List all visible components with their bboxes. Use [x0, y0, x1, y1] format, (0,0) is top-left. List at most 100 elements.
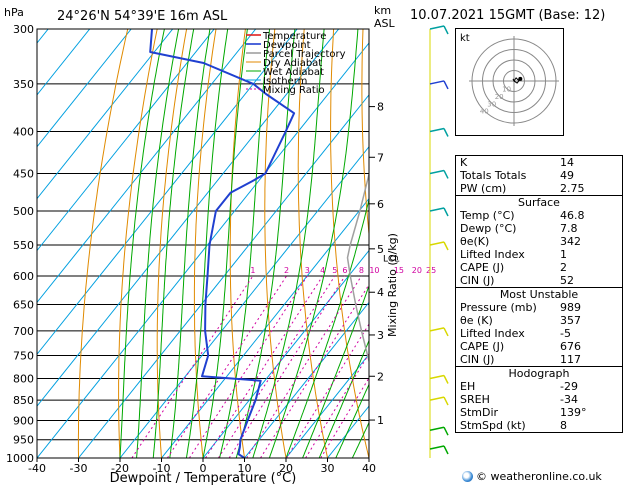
index-row: K 14 — [456, 156, 622, 169]
isotherm-line — [285, 353, 369, 458]
indices-panel: K 14 Totals Totals 49 PW (cm) 2.75 Surface … — [455, 155, 623, 433]
hodograph-row: StmSpd (kt) 8 — [456, 419, 622, 432]
pressure-tick-label: 950 — [13, 434, 34, 447]
hpa-label: hPa — [4, 6, 24, 19]
wet-adiabat-line — [285, 197, 369, 458]
hodograph-value: 139° — [560, 406, 587, 419]
wet-adiabat-line — [268, 29, 359, 458]
dry-adiabat-line — [361, 29, 369, 239]
unstable-value: 357 — [560, 314, 581, 327]
mixing-ratio-line — [166, 275, 287, 458]
legend-mixing-ratio: Mixing Ratio — [263, 85, 325, 96]
pressure-tick-label: 550 — [13, 239, 34, 252]
wind-barb — [429, 169, 445, 175]
wet-adiabat-line — [185, 29, 229, 458]
temp-tick-label: -20 — [111, 462, 129, 475]
unstable-row: Lifted Index -5 — [456, 327, 622, 340]
wind-barb-feather — [443, 25, 449, 35]
hodograph-ring-label: 10 — [502, 85, 511, 93]
mixing-ratio-labels: 1 2 3 4 5 6 8 10 15 20 25 — [250, 266, 436, 275]
hodograph-panel: kt 10 20 30 40 — [455, 28, 564, 136]
temp-tick-label: -40 — [28, 462, 46, 475]
wet-adiabat-line — [152, 29, 195, 458]
km-tick-label: 5 — [377, 243, 384, 256]
wind-barb-feather — [443, 426, 449, 436]
dry-adiabat-line — [297, 29, 328, 458]
isotherm-line — [37, 29, 132, 148]
copyright-text: © weatheronline.co.uk — [476, 470, 602, 483]
pressure-tick-label: 800 — [13, 372, 34, 385]
dry-adiabat-line — [156, 29, 188, 458]
pressure-tick-label: 650 — [13, 299, 34, 312]
hodograph-value: -29 — [560, 380, 578, 393]
surface-row: Lifted Index 1 — [456, 248, 622, 261]
pressure-tick-label: 400 — [13, 126, 34, 139]
index-label: Totals Totals — [460, 169, 527, 182]
wet-adiabat-line — [235, 29, 296, 458]
mixing-ratio-line — [217, 275, 336, 458]
legend-dry-adiabat: Dry Adiabat — [263, 58, 322, 69]
wet-adiabat-line — [219, 29, 271, 458]
hodograph-label: EH — [460, 380, 476, 393]
surface-value: 1 — [560, 248, 567, 261]
temp-tick-label: 30 — [321, 462, 335, 475]
mixing-ratio-label: 10 — [369, 266, 379, 275]
most-unstable-title: Most Unstable — [499, 288, 579, 301]
unstable-label: Pressure (mb) — [460, 301, 537, 314]
wet-adiabat-line — [136, 29, 180, 458]
wind-barb-feather — [443, 170, 449, 179]
unstable-label: Lifted Index — [460, 327, 525, 340]
wind-barb — [429, 80, 445, 85]
temp-tick-label: -30 — [70, 462, 88, 475]
mixing-ratio-line — [228, 275, 346, 458]
wet-adiabat-line — [169, 29, 211, 458]
surface-label: CIN (J) — [460, 274, 495, 287]
unstable-row: θe (K) 357 — [456, 314, 622, 327]
isotherm-line — [37, 29, 215, 252]
wind-barb-feather — [443, 445, 449, 455]
unstable-row: CAPE (J) 676 — [456, 340, 622, 353]
chart-axes: 3003504004505005506006507007508008509009… — [6, 23, 399, 475]
mixing-ratio-label: 1 — [250, 266, 255, 275]
hodograph-row: StmDir 139° — [456, 406, 622, 419]
km-tick-label: 3 — [377, 329, 384, 342]
km-tick-label: 6 — [377, 198, 384, 211]
km-tick-label: 1 — [377, 414, 384, 427]
index-value: 49 — [560, 169, 574, 182]
surface-label: Temp (°C) — [460, 209, 515, 222]
copyright[interactable]: © weatheronline.co.uk — [462, 470, 602, 483]
legend-temperature: Temperature — [262, 31, 326, 42]
wet-adiabat-line — [252, 29, 325, 458]
temp-tick-label: 40 — [362, 462, 376, 475]
hodograph-storm-dot — [518, 76, 523, 81]
index-row: PW (cm) 2.75 — [456, 182, 622, 195]
hodograph-unit-label: kt — [460, 33, 470, 44]
hodograph-ring-label: 30 — [487, 100, 496, 108]
km-label: km — [374, 4, 391, 17]
surface-label: CAPE (J) — [460, 261, 505, 274]
dry-adiabat-line — [229, 29, 246, 458]
index-row: Totals Totals 49 — [456, 169, 622, 182]
mixing-ratio-label: 4 — [320, 266, 325, 275]
surface-title: Surface — [518, 196, 560, 209]
unstable-value: 676 — [560, 340, 581, 353]
wind-barb — [429, 374, 445, 380]
isotherm-line — [161, 197, 369, 458]
temp-tick-label: 20 — [279, 462, 293, 475]
wind-barb — [429, 426, 445, 431]
mixing-ratio-label: 25 — [426, 266, 436, 275]
legend-parcel: Parcel Trajectory — [263, 49, 346, 60]
wet-adiabat-line — [318, 339, 369, 458]
wet-adiabat-line — [119, 29, 165, 458]
wind-barb — [429, 25, 445, 30]
hodograph-label: StmDir — [460, 406, 499, 419]
hodograph-row: SREH -34 — [456, 393, 622, 406]
mixing-ratio-label: 6 — [342, 266, 347, 275]
asl-label: ASL — [374, 17, 396, 30]
wind-barb — [429, 396, 445, 401]
surface-label: θe(K) — [460, 235, 490, 248]
mixing-ratio-label: 20 — [412, 266, 422, 275]
temp-tick-label: 10 — [238, 462, 252, 475]
globe-icon — [462, 471, 473, 482]
